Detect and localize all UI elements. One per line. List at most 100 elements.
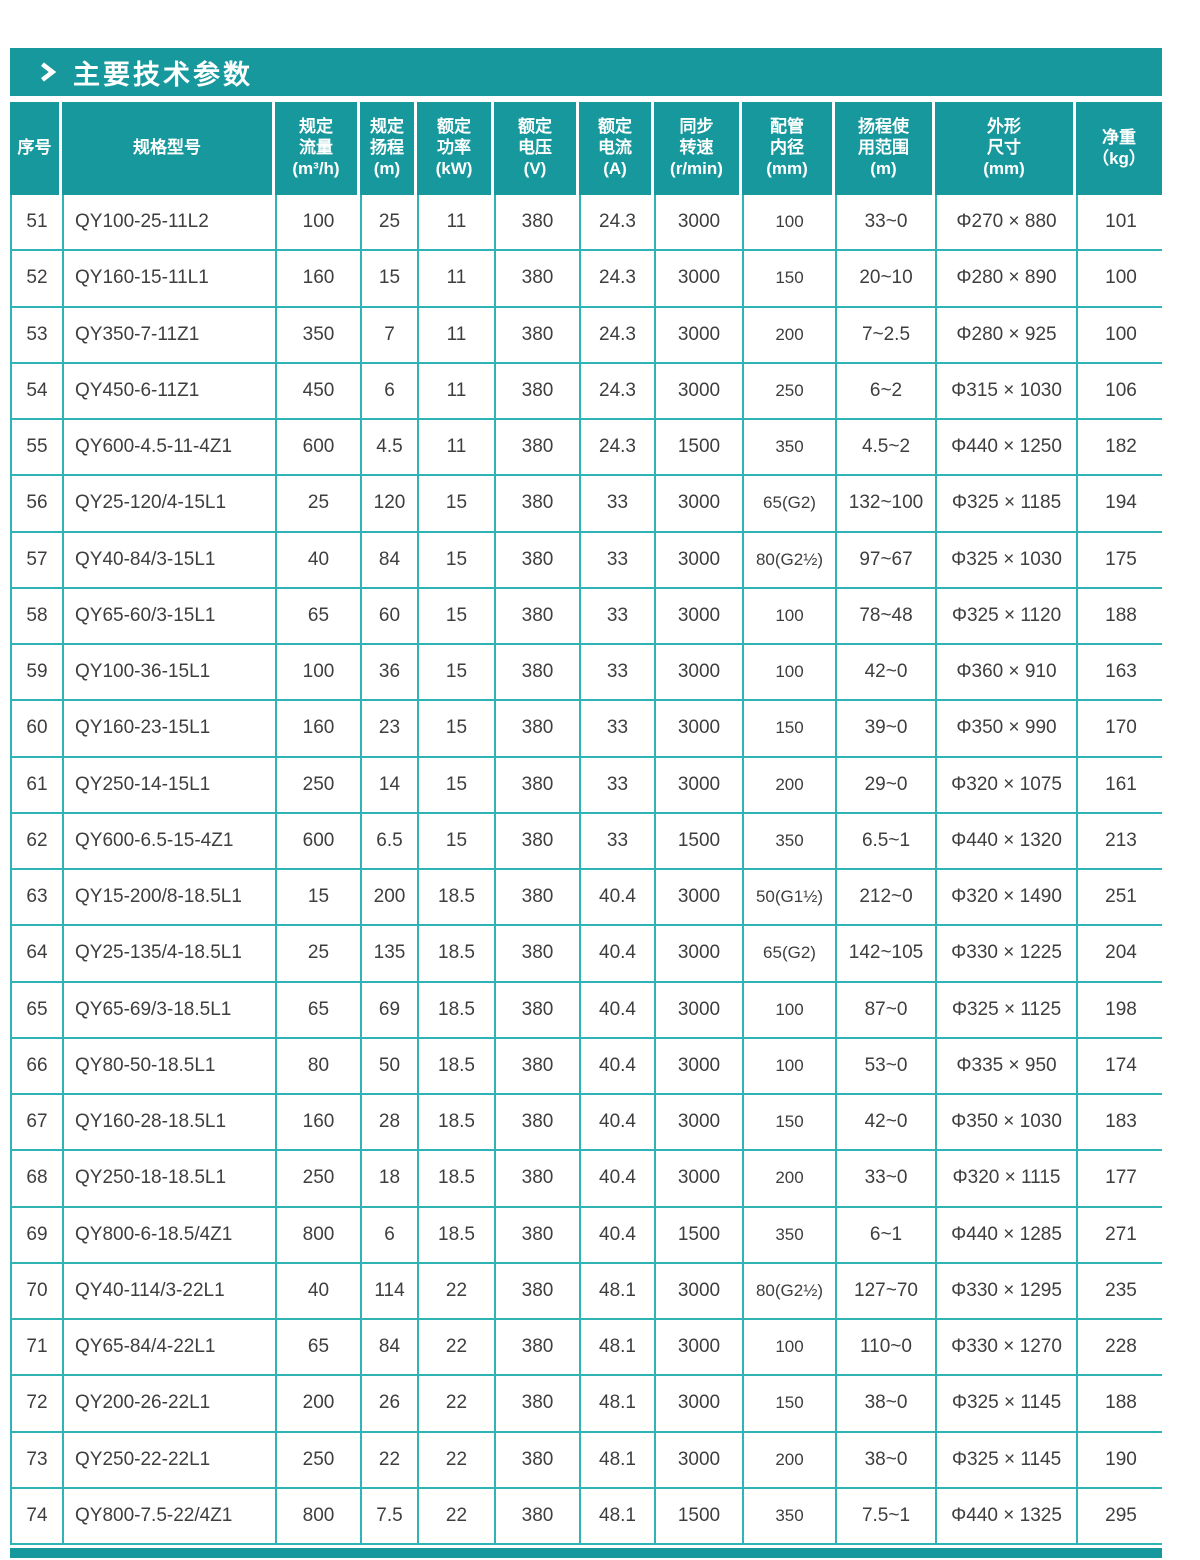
cell-pipe: 150: [744, 701, 837, 756]
cell-weight: 204: [1105, 942, 1137, 964]
cell-current: 24.3: [581, 363, 656, 418]
cell-current: 40.4: [581, 1151, 656, 1206]
cell-range: 33~0: [837, 195, 937, 250]
cell-dims: Φ320 × 1115: [937, 1151, 1078, 1206]
table-row: 52 QY160-15-11L1 160 15 11 380 24.3 3000 150 20~1…: [10, 251, 1162, 308]
cell-power: 15: [419, 476, 496, 531]
table-row: 62 QY600-6.5-15-4Z1 600 6.5 15 380 33 1500 350 6.…: [10, 813, 1162, 870]
cell-current: 33: [581, 813, 656, 868]
cell-flow: 250: [277, 1151, 362, 1206]
cell-voltage: 380: [496, 363, 581, 418]
cell-voltage: 380: [496, 1488, 581, 1543]
cell-range: 7~2.5: [837, 307, 937, 362]
cell-speed: 1500: [656, 420, 744, 475]
cell-weight: 190: [1105, 1448, 1137, 1470]
cell-range: 29~0: [837, 757, 937, 812]
cell-model: QY160-28-18.5L1: [64, 1095, 277, 1150]
cell-flow: 160: [277, 251, 362, 306]
cell-current: 48.1: [581, 1488, 656, 1543]
cell-head: 14: [362, 757, 419, 812]
table-row: 73 QY250-22-22L1 250 22 22 380 48.1 3000 200 38~0…: [10, 1432, 1162, 1489]
cell-model: QY100-25-11L2: [64, 195, 277, 250]
cell-dims: Φ440 × 1250: [937, 420, 1078, 475]
header-head: 规定 扬程 (m): [360, 102, 417, 195]
cell-dims: Φ330 × 1270: [937, 1320, 1078, 1375]
cell-pipe: 200: [744, 307, 837, 362]
cell-pipe: 80(G2½): [744, 1263, 837, 1318]
table-row: 66 QY80-50-18.5L1 80 50 18.5 380 40.4 3000 100 53…: [10, 1038, 1162, 1095]
cell-head: 7.5: [362, 1488, 419, 1543]
cell-speed: 3000: [656, 1320, 744, 1375]
cell-weight: 170: [1105, 717, 1137, 739]
cell-weight: 271: [1105, 1223, 1137, 1245]
cell-speed: 3000: [656, 645, 744, 700]
cell-power: 18.5: [419, 982, 496, 1037]
cell-pipe: 250: [744, 363, 837, 418]
header-range: 扬程使 用范围 (m): [835, 102, 935, 195]
cell-voltage: 380: [496, 588, 581, 643]
cell-model: QY250-22-22L1: [64, 1432, 277, 1487]
cell-pipe: 350: [744, 420, 837, 475]
cell-weight: 183: [1105, 1111, 1137, 1133]
cell-pipe: 350: [744, 813, 837, 868]
header-flow: 规定 流量 (m³/h): [275, 102, 360, 195]
cell-range: 20~10: [837, 251, 937, 306]
cell-pipe: 65(G2): [744, 476, 837, 531]
cell-voltage: 380: [496, 476, 581, 531]
cell-index: 73: [12, 1432, 64, 1487]
cell-pipe: 350: [744, 1488, 837, 1543]
cell-voltage: 380: [496, 251, 581, 306]
cell-index: 64: [12, 926, 64, 981]
cell-power: 18.5: [419, 1207, 496, 1262]
cell-index: 59: [12, 645, 64, 700]
cell-current: 24.3: [581, 420, 656, 475]
cell-voltage: 380: [496, 757, 581, 812]
table-row: 51 QY100-25-11L2 100 25 11 380 24.3 3000 100 33~0…: [10, 195, 1162, 252]
cell-index: 67: [12, 1095, 64, 1150]
cell-model: QY200-26-22L1: [64, 1376, 277, 1431]
cell-model: QY65-84/4-22L1: [64, 1320, 277, 1375]
cell-range: 42~0: [837, 645, 937, 700]
table-row: 65 QY65-69/3-18.5L1 65 69 18.5 380 40.4 3000 100…: [10, 982, 1162, 1039]
cell-current: 33: [581, 532, 656, 587]
cell-power: 11: [419, 363, 496, 418]
cell-weight: 295: [1105, 1504, 1137, 1526]
cell-index: 60: [12, 701, 64, 756]
cell-speed: 3000: [656, 1095, 744, 1150]
cell-dims: Φ280 × 925: [937, 307, 1078, 362]
cell-dims: Φ440 × 1320: [937, 813, 1078, 868]
cell-power: 22: [419, 1263, 496, 1318]
cell-weight: 174: [1105, 1054, 1137, 1076]
cell-head: 18: [362, 1151, 419, 1206]
cell-head: 15: [362, 251, 419, 306]
cell-head: 200: [362, 870, 419, 925]
cell-power: 22: [419, 1376, 496, 1431]
cell-voltage: 380: [496, 870, 581, 925]
cell-weight: 100: [1105, 267, 1137, 289]
cell-flow: 100: [277, 645, 362, 700]
cell-flow: 40: [277, 532, 362, 587]
cell-voltage: 380: [496, 1151, 581, 1206]
cell-flow: 600: [277, 813, 362, 868]
cell-range: 6.5~1: [837, 813, 937, 868]
cell-current: 24.3: [581, 195, 656, 250]
cell-flow: 25: [277, 926, 362, 981]
cell-model: QY65-69/3-18.5L1: [64, 982, 277, 1037]
cell-current: 33: [581, 701, 656, 756]
cell-model: QY600-4.5-11-4Z1: [64, 420, 277, 475]
table-row: 74 QY800-7.5-22/4Z1 800 7.5 22 380 48.1 1500 350…: [10, 1488, 1162, 1545]
cell-dims: Φ440 × 1325: [937, 1488, 1078, 1543]
table-row: 63 QY15-200/8-18.5L1 15 200 18.5 380 40.4 3000 5…: [10, 870, 1162, 927]
cell-pipe: 100: [744, 1320, 837, 1375]
cell-pipe: 80(G2½): [744, 532, 837, 587]
cell-pipe: 150: [744, 1095, 837, 1150]
cell-dims: Φ320 × 1075: [937, 757, 1078, 812]
cell-index: 63: [12, 870, 64, 925]
chevron-right-icon: [36, 61, 58, 83]
cell-range: 38~0: [837, 1432, 937, 1487]
cell-flow: 40: [277, 1263, 362, 1318]
cell-head: 114: [362, 1263, 419, 1318]
cell-pipe: 100: [744, 588, 837, 643]
cell-index: 55: [12, 420, 64, 475]
cell-range: 97~67: [837, 532, 937, 587]
